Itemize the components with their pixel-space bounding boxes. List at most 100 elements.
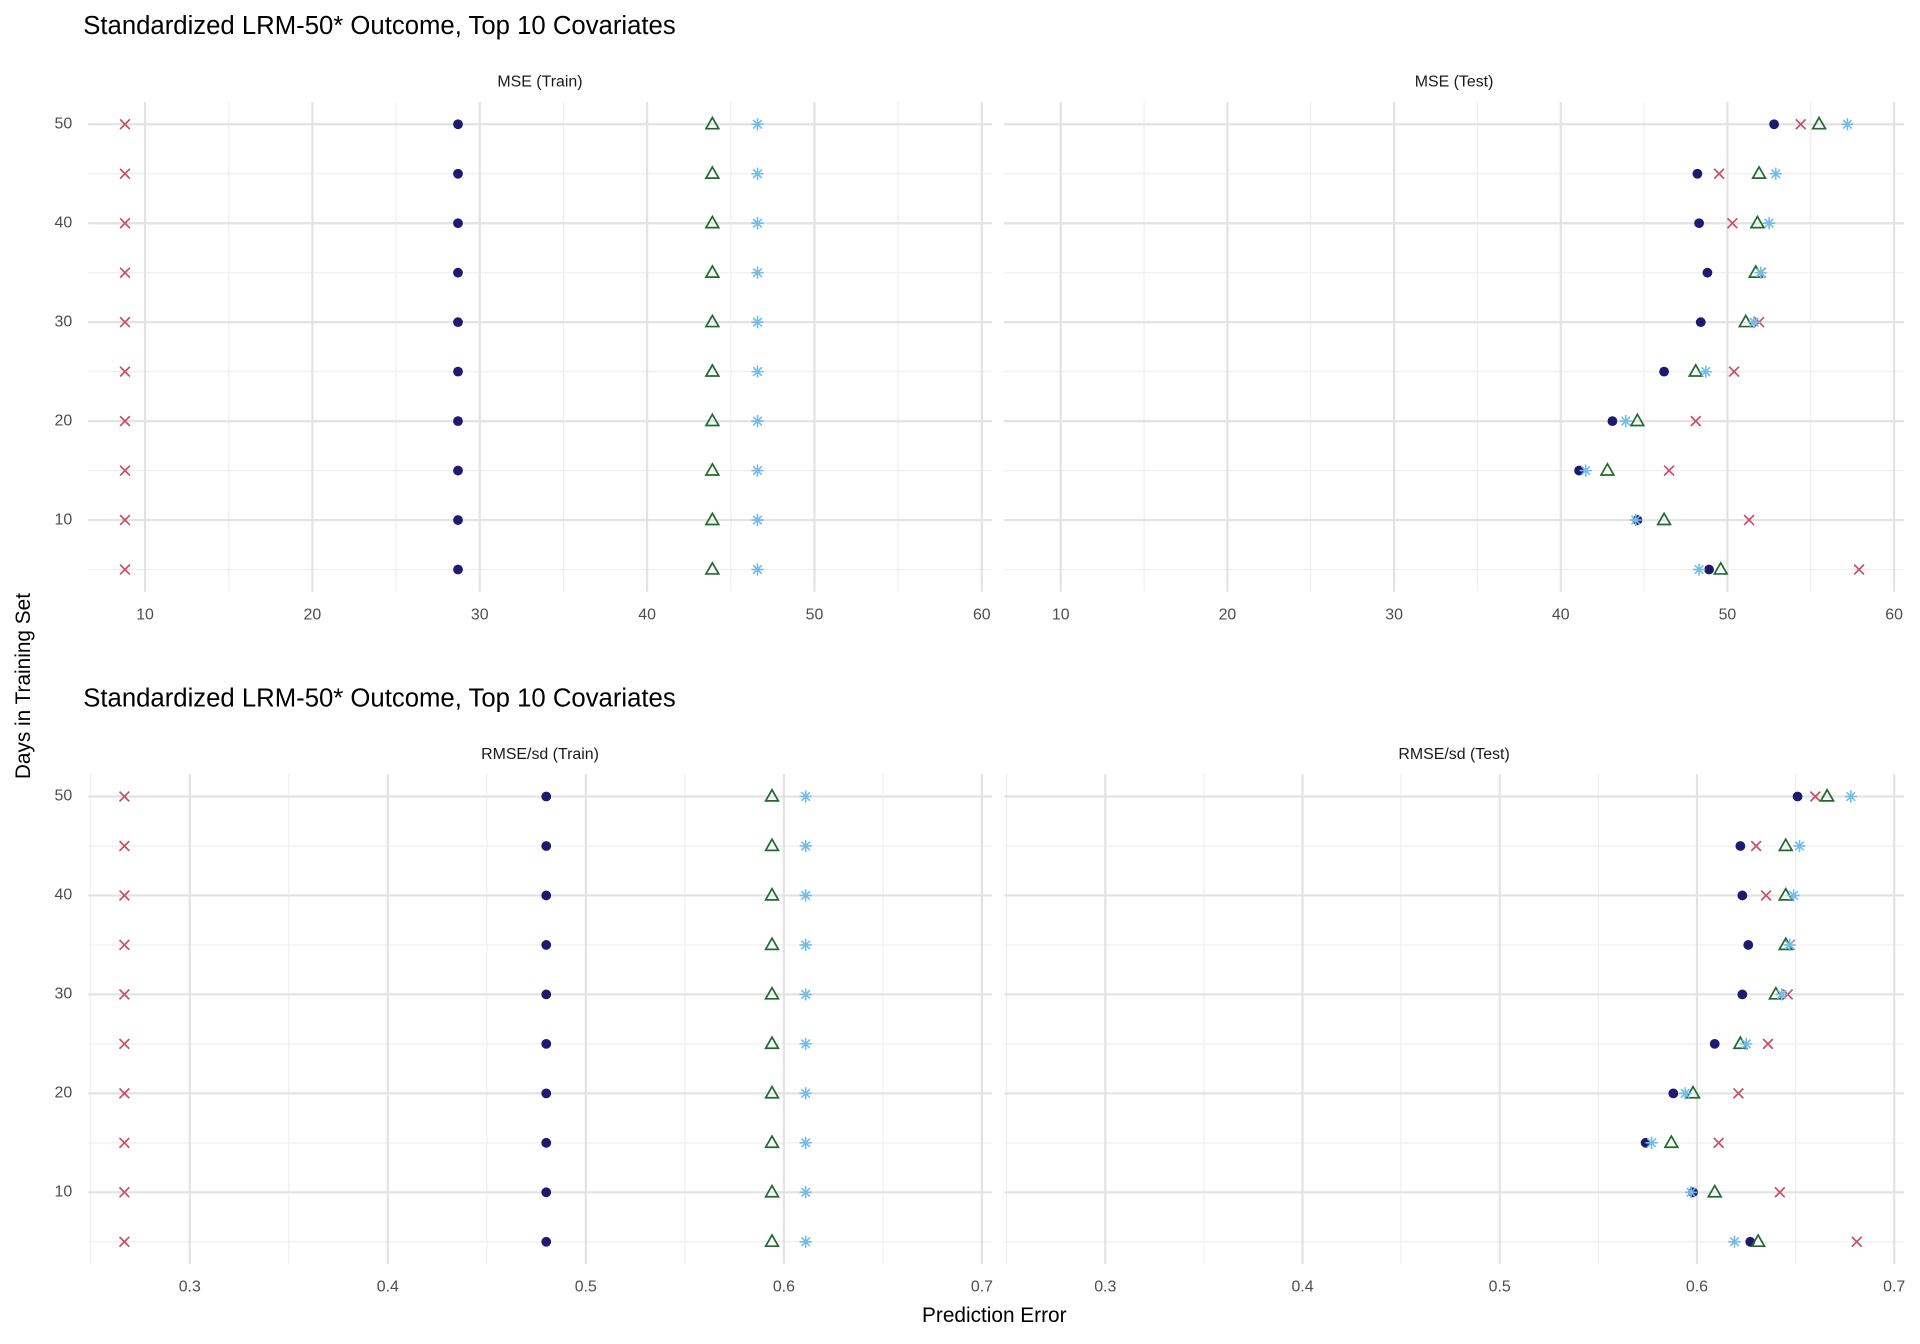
point [1743, 940, 1754, 950]
point [1704, 564, 1714, 575]
point [1775, 988, 1788, 1001]
facet-label: RMSE/sd (Test) [1398, 746, 1509, 763]
point [764, 936, 780, 951]
point [1793, 839, 1806, 853]
point [1687, 363, 1704, 377]
x-axis-label: Prediction Error [922, 1304, 1067, 1327]
point [541, 989, 552, 1000]
x-tick-label: 0.5 [575, 1279, 597, 1296]
x-tick-label: 30 [1385, 606, 1403, 623]
y-tick-label: 50 [55, 115, 73, 132]
point [799, 1087, 812, 1100]
x-tick-label: 0.3 [1094, 1279, 1116, 1296]
point [1713, 1137, 1725, 1149]
point [1750, 840, 1762, 852]
point [1768, 985, 1784, 1000]
y-tick-label: 10 [55, 511, 73, 528]
point [118, 889, 130, 901]
point [1769, 119, 1779, 130]
point [1777, 886, 1794, 901]
point [541, 841, 552, 851]
facet-label: MSE (Test) [1415, 74, 1494, 91]
y-tick-label: 20 [55, 1085, 73, 1102]
point [751, 167, 764, 180]
facet-label: RMSE/sd (Train) [481, 746, 599, 763]
point [1706, 1183, 1723, 1198]
x-tick-label: 0.5 [1489, 1279, 1511, 1296]
point [1728, 366, 1740, 378]
point [118, 1137, 130, 1149]
point [119, 366, 131, 378]
point [453, 465, 463, 476]
point [1694, 218, 1704, 229]
point [1851, 1236, 1863, 1248]
point [1783, 938, 1796, 952]
point [119, 465, 131, 477]
point [1709, 1038, 1720, 1049]
point [704, 412, 721, 427]
x-tick-label: 60 [973, 606, 991, 623]
point [1728, 1235, 1741, 1248]
x-tick-label: 0.6 [1686, 1279, 1708, 1296]
point [541, 1088, 552, 1099]
point [799, 1136, 812, 1149]
point [1579, 464, 1592, 477]
point [1599, 462, 1616, 476]
point [799, 1186, 812, 1199]
point [1819, 788, 1836, 802]
point [1663, 1134, 1680, 1149]
point [1751, 165, 1767, 180]
point [1809, 791, 1821, 803]
point [119, 118, 131, 130]
point [751, 464, 764, 477]
point [118, 1236, 130, 1248]
point [751, 365, 764, 378]
point [1792, 791, 1803, 802]
point [453, 267, 463, 278]
point [541, 1137, 552, 1148]
point [541, 940, 552, 950]
point [453, 564, 463, 575]
point [453, 366, 463, 377]
point [1737, 890, 1748, 901]
point [764, 837, 780, 852]
y-tick-label: 50 [55, 788, 73, 805]
point [1574, 465, 1584, 476]
point [1841, 118, 1854, 131]
point [704, 115, 721, 130]
point [1777, 837, 1794, 852]
point [118, 1087, 130, 1099]
point [1811, 115, 1827, 130]
point [1749, 214, 1766, 229]
point [118, 791, 130, 803]
point [119, 316, 131, 328]
x-tick-label: 50 [1719, 606, 1737, 623]
point [799, 988, 812, 1001]
chart-title: Standardized LRM-50* Outcome, Top 10 Cov… [83, 684, 675, 712]
x-tick-label: 10 [1052, 606, 1070, 623]
point [118, 1186, 130, 1198]
point [1663, 465, 1675, 477]
point [751, 316, 764, 329]
y-axis-label: Days in Training Set [12, 593, 35, 779]
point [704, 561, 721, 575]
point [1692, 563, 1706, 576]
point [704, 214, 721, 229]
point [704, 165, 721, 180]
point [751, 563, 764, 576]
point [453, 515, 463, 525]
x-tick-label: 0.7 [971, 1279, 993, 1296]
x-tick-label: 0.6 [773, 1279, 795, 1296]
point [118, 988, 130, 1000]
point [541, 1187, 552, 1198]
point [1659, 366, 1669, 377]
x-tick-label: 10 [136, 606, 154, 623]
x-tick-label: 30 [471, 606, 489, 623]
point [799, 1235, 812, 1248]
point [764, 1084, 780, 1099]
point [1750, 1233, 1766, 1248]
point [541, 1038, 552, 1049]
point [751, 266, 764, 279]
x-tick-label: 60 [1885, 606, 1903, 623]
